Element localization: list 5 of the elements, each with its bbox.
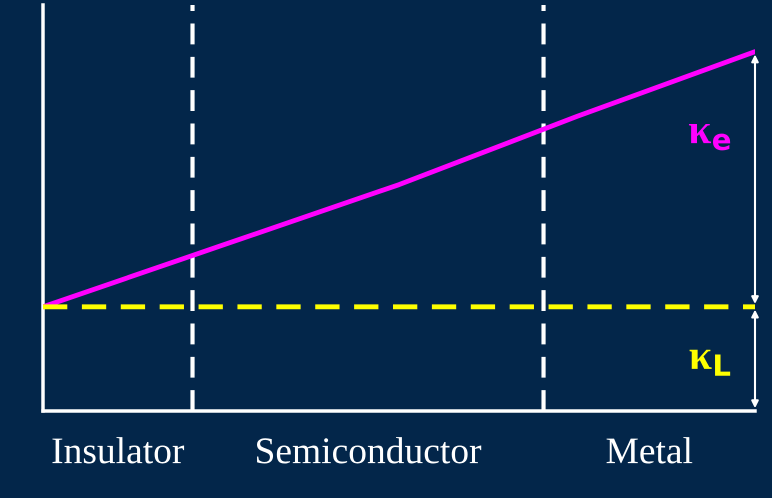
text: Insulator	[52, 437, 184, 464]
series-label: κ$_{e}$	[688, 124, 730, 150]
text: Semiconductor	[257, 437, 482, 464]
series-label: κ$_{L}$	[690, 350, 730, 376]
text: Metal	[606, 437, 692, 464]
